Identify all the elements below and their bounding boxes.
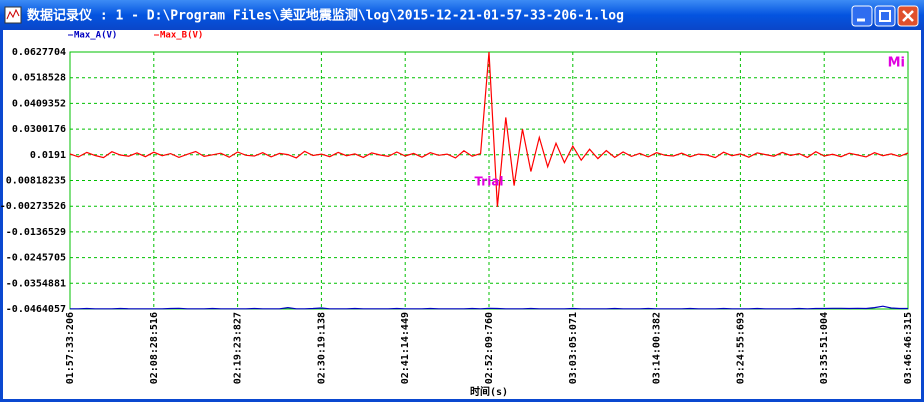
window-title: 数据记录仪 : 1 - D:\Program Files\美亚地震监测\log\… [27,8,624,24]
window-buttons [851,5,919,27]
annotation: Trial [474,175,503,189]
y-tick-label: -0.0464057 [6,304,66,315]
title-bar [0,0,924,30]
x-tick-label: 03:14:00:382 [652,312,663,384]
y-tick-label: 0.0409352 [12,98,66,109]
x-tick-label: 02:08:28:516 [149,312,160,384]
x-tick-label: 02:19:23:827 [233,312,244,384]
series-line [69,51,909,207]
x-tick-label: 03:46:46:315 [903,312,914,384]
x-tick-label: 02:52:09:760 [484,312,495,384]
x-tick-label: 02:41:14:449 [400,312,411,384]
annotation: Mi [888,56,905,71]
y-tick-label: -0.00273526 [0,201,66,212]
x-tick-label: 02:30:19:138 [316,312,327,384]
x-tick-label: 03:35:51:004 [819,312,830,384]
x-tick-label: 01:57:33:206 [65,312,76,384]
app-icon-glyph [6,8,20,20]
close-glyph [902,10,914,22]
y-tick-label: 0.0191 [30,150,66,161]
minimize-button[interactable] [851,5,873,27]
maximize-button[interactable] [874,5,896,27]
y-tick-label: 0.0300176 [12,124,66,135]
maximize-glyph [879,10,891,22]
x-tick-label: 03:03:05:071 [568,312,579,384]
y-tick-label: 0.00818235 [6,176,66,187]
legend-label: Max_A(V) [74,31,117,41]
x-axis-label: 时间(s) [470,385,508,398]
y-tick-label: 0.0518528 [12,73,66,84]
y-tick-label: -0.0136529 [6,227,66,238]
legend-label: Max_B(V) [160,31,203,41]
series-line [70,305,908,310]
y-tick-label: -0.0245705 [6,253,66,264]
y-tick-label: 0.0627704 [12,47,66,58]
x-tick-label: 03:24:55:693 [735,312,746,384]
y-tick-label: -0.0354881 [6,278,66,289]
